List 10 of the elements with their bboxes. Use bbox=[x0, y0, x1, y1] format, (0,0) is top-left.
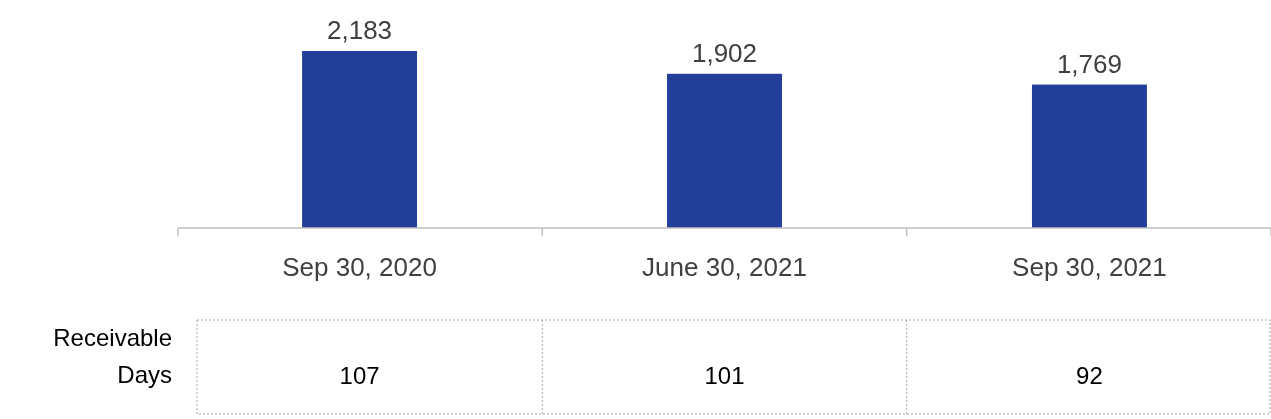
text: 101 bbox=[704, 362, 745, 389]
data-label: 1,902 bbox=[691, 37, 758, 68]
data-label: 2,183 bbox=[327, 15, 393, 45]
text: 92 bbox=[1076, 362, 1103, 389]
x-tick-label: Sep 30, 2020 bbox=[282, 252, 437, 282]
text: Receivable Days bbox=[53, 324, 172, 388]
text: 107 bbox=[339, 362, 380, 389]
x-tick-label: June 30, 2021 bbox=[642, 252, 807, 282]
data-label: 1,769 bbox=[1056, 48, 1122, 79]
x-tick-label: Sep 30, 2021 bbox=[1012, 252, 1167, 282]
